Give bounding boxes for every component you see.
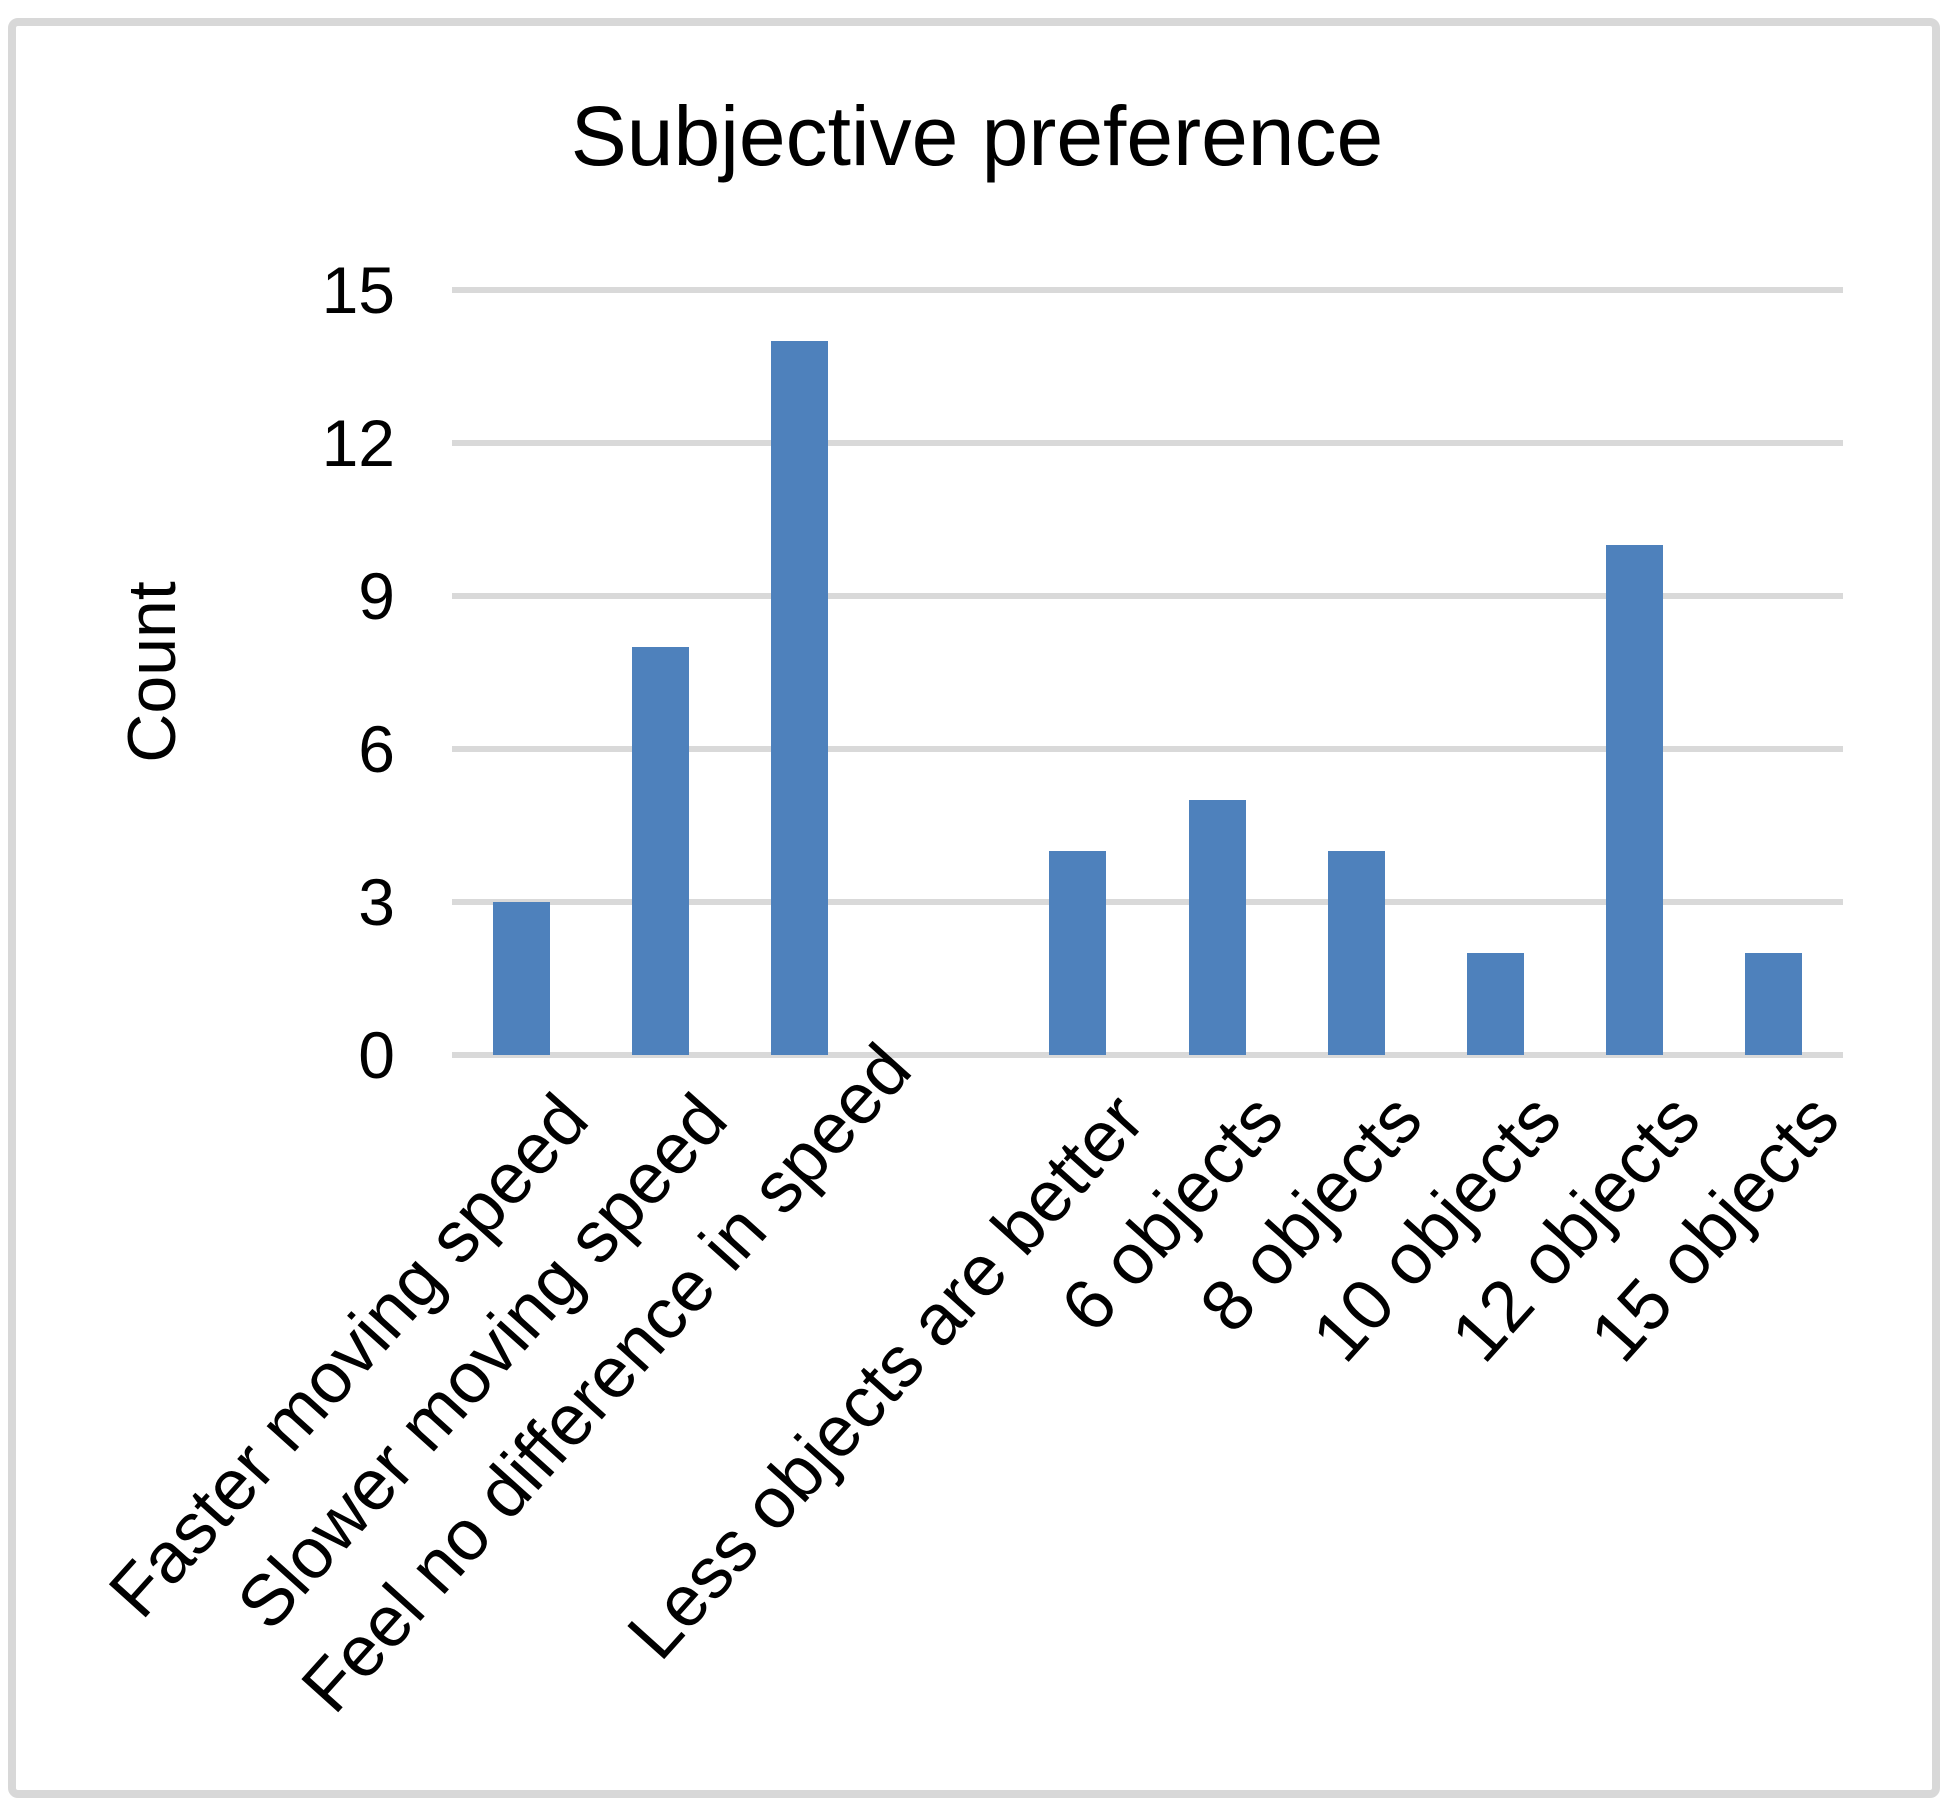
gridline-y-0: [452, 1052, 1843, 1058]
gridline-y-3: [452, 899, 1843, 905]
bar: [1327, 851, 1385, 1055]
bar: [1605, 545, 1663, 1055]
bar: [493, 902, 551, 1055]
bar: [1049, 851, 1107, 1055]
gridline-y-6: [452, 746, 1843, 752]
y-tick-label-15: 15: [321, 253, 395, 327]
bars-layer: [452, 290, 1843, 1055]
y-tick-label-0: 0: [358, 1018, 395, 1092]
bar-slot-3: [869, 290, 1008, 1055]
bar: [771, 341, 829, 1055]
gridline-y-12: [452, 440, 1843, 446]
bar-slot-1: [591, 290, 730, 1055]
bar-slot-8: [1565, 290, 1704, 1055]
bar-slot-7: [1426, 290, 1565, 1055]
bar: [1744, 953, 1802, 1055]
y-tick-label-3: 3: [358, 865, 395, 939]
bar: [1188, 800, 1246, 1055]
y-tick-label-9: 9: [358, 559, 395, 633]
y-tick-label-12: 12: [321, 406, 395, 480]
bar: [632, 647, 690, 1055]
y-tick-label-6: 6: [358, 712, 395, 786]
chart-title: Subjective preference: [570, 89, 1384, 183]
bar-slot-6: [1287, 290, 1426, 1055]
bar-slot-4: [1008, 290, 1147, 1055]
bar-slot-2: [730, 290, 869, 1055]
bar-slot-9: [1704, 290, 1843, 1055]
plot-area: [452, 287, 1843, 1058]
gridline-y-9: [452, 593, 1843, 599]
bar-slot-0: [452, 290, 591, 1055]
gridline-y-15: [452, 287, 1843, 293]
y-axis-title-text: Count: [114, 581, 190, 763]
bar: [1466, 953, 1524, 1055]
chart-border-frame: [8, 18, 1940, 1798]
bar-slot-5: [1147, 290, 1286, 1055]
